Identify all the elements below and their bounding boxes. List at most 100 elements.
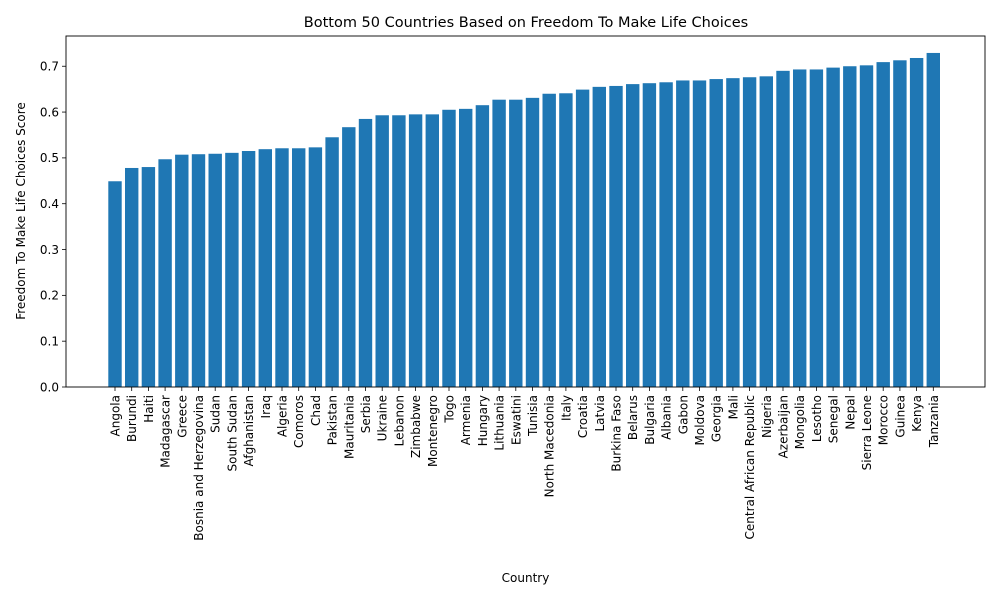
x-tick-label: Lithuania [493,395,507,451]
bars-group [108,52,940,388]
x-tick-label: South Sudan [225,395,239,472]
bar [876,62,890,388]
bar [492,99,506,387]
x-tick-label: Eswatini [509,395,523,445]
x-tick-label: Lebanon [392,395,406,446]
x-tick-label: North Macedonia [543,395,557,497]
x-tick-label: Albania [660,395,674,440]
bar [742,77,757,388]
bar [859,65,874,387]
x-tick-label: Nepal [843,395,857,430]
bar [659,82,673,387]
x-tick-label: Iraq [259,395,273,418]
bar [175,154,189,387]
x-tick-label: Burundi [125,395,139,442]
bar [843,66,857,388]
bar [475,105,490,387]
plot-frame [65,35,986,388]
bar [793,69,807,387]
x-tick-label: Guinea [893,395,907,438]
x-tick-label: Angola [109,395,123,436]
bar [726,78,740,387]
bar [626,84,640,388]
x-tick-label: Tanzania [927,395,941,448]
bar [909,57,924,388]
bar [308,147,323,387]
x-tick-label: Togo [443,395,457,424]
x-tick-label: Belarus [626,395,640,440]
x-tick-label: Gabon [676,395,690,434]
bar [509,99,523,387]
x-tick-label: Tunisia [526,395,540,437]
bar [258,149,272,387]
y-axis-label: Freedom To Make Life Choices Score [14,102,28,320]
x-tick-label: Montenegro [426,395,440,467]
bar [592,86,606,388]
bar [158,159,172,387]
x-tick-label: Nigeria [760,395,774,438]
bar [642,83,657,387]
x-tick-label: Georgia [710,395,724,442]
bar [459,108,473,388]
y-tick-label: 0.1 [40,334,59,348]
x-axis-label: Country [502,571,550,585]
x-tick-label: Pakistan [326,395,340,445]
x-tick-label: Comoros [292,395,306,448]
bar [692,80,707,387]
y-tick-label: 0.2 [40,289,59,303]
x-tick-label: Greece [175,395,189,438]
x-tick-label: Ukraine [376,395,390,441]
x-tick-label: Afghanistan [242,395,256,466]
x-tick-label: Armenia [459,395,473,445]
y-tick-label: 0.3 [40,243,59,257]
bar [759,76,773,387]
x-tick-label: Morocco [877,395,891,445]
bar [525,97,540,388]
x-tick-label: Senegal [827,395,841,443]
x-tick-label: Algeria [276,395,290,437]
x-tick-label: Mauritania [342,395,356,459]
bar [125,167,139,387]
y-tick-label: 0.6 [40,105,59,119]
x-tick-label: Latvia [593,395,607,432]
bar [776,70,790,387]
x-tick-label: Burkina Faso [610,395,624,472]
x-axis: Angola Burundi Haiti Madagascar Greece Bosnia… [109,387,941,541]
bar [141,167,156,387]
y-tick-label: 0.0 [40,380,59,394]
x-tick-label: Central African Republic [743,395,757,539]
bar [225,152,239,387]
bar [108,181,122,387]
bar [358,118,373,387]
x-tick-label: Chad [309,395,323,426]
chart-title: Bottom 50 Countries Based on Freedom To … [304,15,748,31]
x-tick-label: Bulgaria [643,395,657,445]
bar [809,69,824,387]
bar [292,148,306,387]
x-tick-label: Mali [726,395,740,419]
bar [893,60,907,387]
y-axis: 0.0 0.1 0.2 0.3 0.4 0.5 0.6 0.7 [40,60,66,394]
x-tick-label: Sudan [209,395,223,433]
bar [542,93,556,388]
x-tick-label: Mongolia [793,395,807,449]
bar [408,114,423,388]
y-tick-label: 0.4 [40,197,59,211]
x-tick-label: Moldova [693,395,707,445]
bar [191,154,206,387]
x-tick-label: Kenya [910,395,924,432]
bar [709,79,723,387]
x-tick-label: Italy [559,395,573,421]
bar [676,80,690,387]
bar [325,137,339,387]
x-tick-label: Azerbaijan [777,395,791,458]
bar [575,89,590,388]
x-tick-label: Lesotho [810,395,824,442]
x-tick-label: Bosnia and Herzegovina [192,395,206,541]
bar [342,127,356,387]
bar [392,115,406,388]
bar [609,85,623,387]
y-tick-label: 0.5 [40,151,59,165]
